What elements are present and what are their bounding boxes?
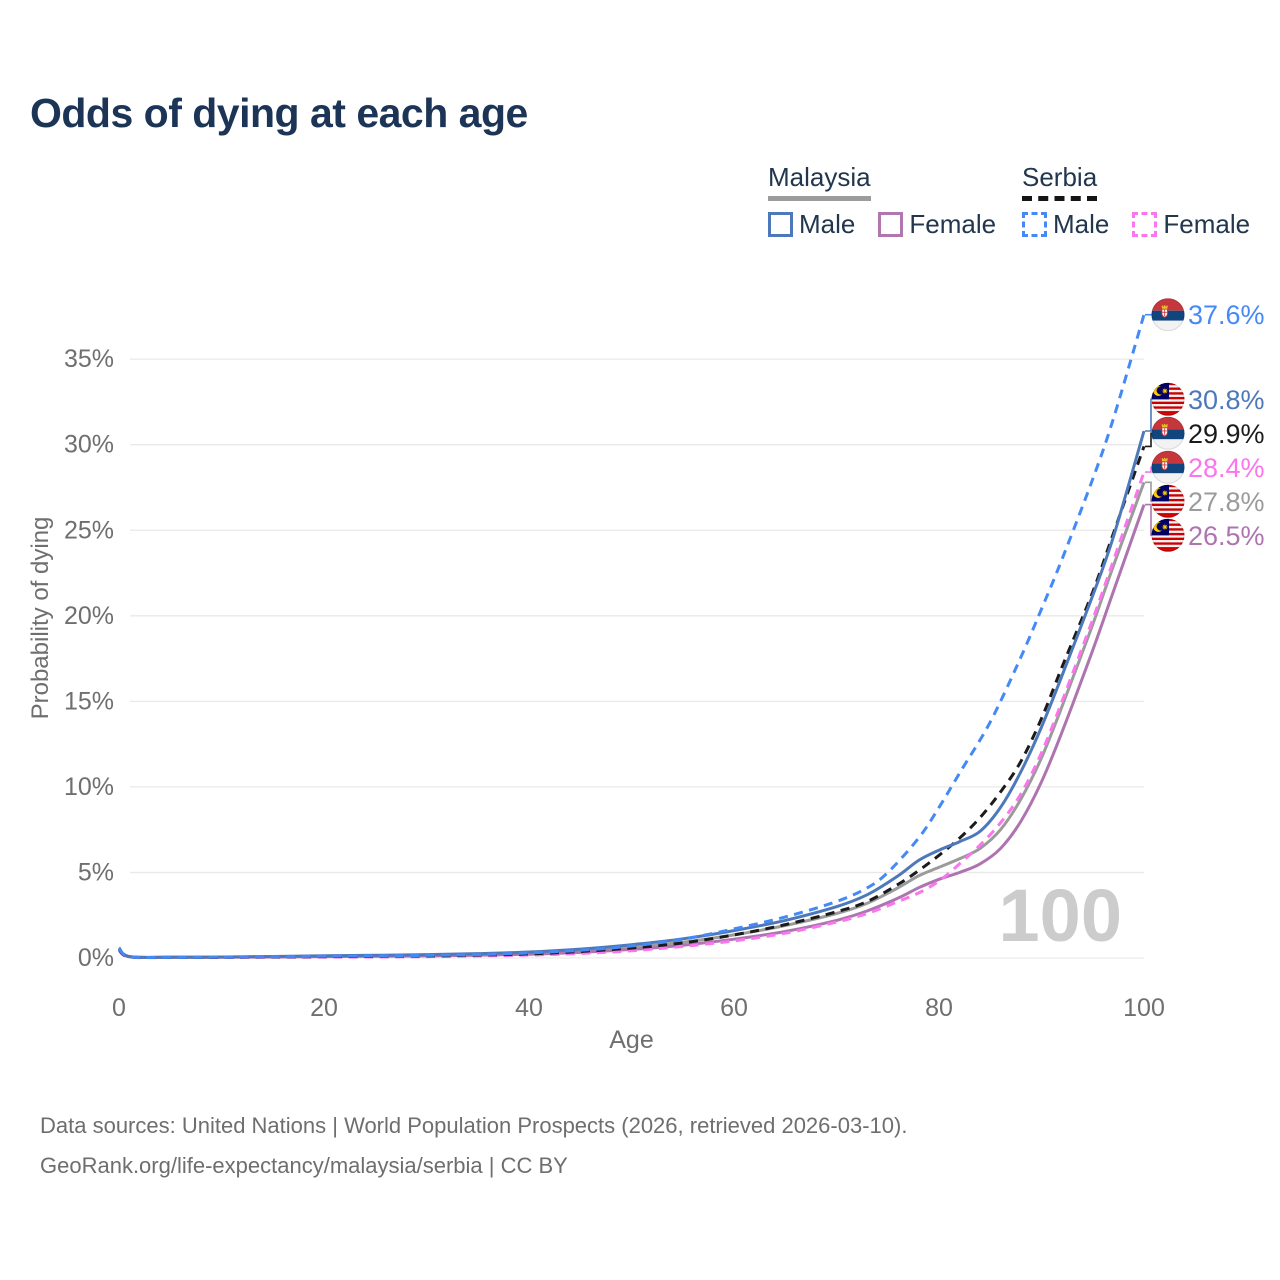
end-value-label: 37.6% [1188,300,1265,330]
curve-serbia-male[interactable] [117,314,1146,959]
y-tick-label: 30% [64,431,114,459]
y-tick-label: 5% [78,858,114,886]
serbia-male-swatch-icon [1022,212,1047,237]
y-tick-label: 35% [64,345,114,373]
legend-item-label: Male [1053,209,1110,239]
malaysia-flag-icon [1152,485,1185,518]
legend-item-label: Male [799,209,856,239]
x-tick-label: 0 [112,994,126,1022]
end-value-label: 28.4% [1188,453,1265,483]
x-tick-label: 100 [1123,994,1165,1022]
malaysia-flag-icon [1152,519,1185,552]
data-sources-footer: Data sources: United Nations | World Pop… [40,1106,907,1186]
curve-serbia-combined[interactable] [117,445,1146,960]
legend-item-serbia-female[interactable]: Female [1132,209,1250,240]
legend-group-title-malaysia: Malaysia [768,162,871,201]
end-value-label: 26.5% [1188,521,1265,551]
legend-group-title-serbia: Serbia [1022,162,1098,201]
x-tick-label: 80 [925,994,953,1022]
legend: Malaysia Male Female Serbia Male Female [0,162,1280,242]
age-watermark: 100 [999,874,1122,957]
y-axis-title: Probability of dying [27,517,54,720]
x-tick-label: 20 [310,994,338,1022]
malaysia-flag-icon [1152,383,1185,416]
malaysia-female-swatch-icon [878,212,904,237]
legend-group-serbia: Serbia Male Female [1022,162,1250,240]
legend-item-malaysia-male[interactable]: Male [768,209,855,240]
y-tick-label: 10% [64,773,114,801]
legend-item-malaysia-female[interactable]: Female [878,209,996,240]
footer-line-2: GeoRank.org/life-expectancy/malaysia/ser… [40,1153,568,1178]
x-tick-label: 40 [515,994,543,1022]
end-value-label: 27.8% [1188,487,1265,517]
serbia-flag-icon [1152,298,1185,331]
curve-malaysia-male[interactable] [117,430,1146,959]
malaysia-male-swatch-icon [768,212,793,237]
y-tick-label: 15% [64,687,114,715]
axis-labels: 0% 5% 10% 15% 20% 25% 30% 35% 0 20 40 60 80 100 Age Pro… [27,345,1165,1054]
legend-item-label: Female [1163,209,1251,239]
end-value-label: 29.9% [1188,419,1265,449]
x-tick-label: 60 [720,994,748,1022]
curve-malaysia-female[interactable] [117,504,1146,960]
serbia-female-swatch-icon [1132,212,1158,237]
end-value-label: 30.8% [1188,385,1265,415]
gridlines [130,358,1144,959]
x-axis-title: Age [609,1026,653,1054]
curve-serbia-female[interactable] [117,471,1146,960]
curves [117,314,1146,960]
legend-item-label: Female [909,209,997,239]
page-title: Odds of dying at each age [30,90,528,136]
y-tick-label: 25% [64,516,114,544]
legend-group-malaysia: Malaysia Male Female [768,162,996,240]
y-tick-label: 0% [78,944,114,972]
curve-malaysia-combined[interactable] [117,481,1146,959]
watermark-layer: 100 [999,874,1122,957]
serbia-flag-icon [1152,417,1185,450]
footer-line-1: Data sources: United Nations | World Pop… [40,1113,908,1138]
legend-item-serbia-male[interactable]: Male [1022,209,1109,240]
serbia-flag-icon [1152,451,1185,484]
end-labels: 37.6% 30.8% 29.9% 28.4% 27.8% 26.5% [1145,298,1265,552]
y-tick-label: 20% [64,602,114,630]
